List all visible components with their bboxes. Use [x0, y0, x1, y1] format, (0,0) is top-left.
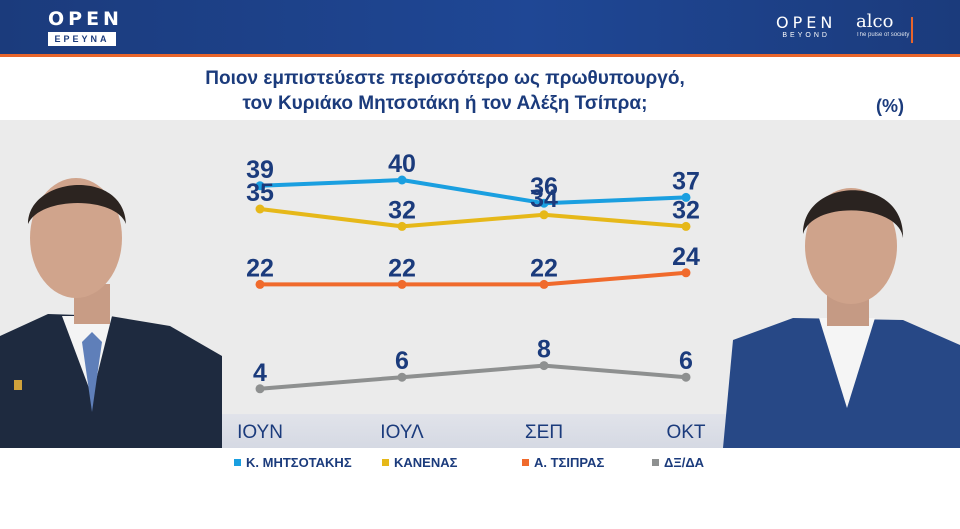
alco-logo: alco The pulse of society	[856, 11, 910, 39]
title-area: Ποιον εμπιστεύεστε περισσότερο ως πρωθυπ…	[0, 60, 960, 120]
unit-label: (%)	[876, 96, 904, 116]
legend-label: Κ. ΜΗΤΣΟΤΑΚΗΣ	[246, 455, 352, 470]
chart-value-labels: 39 40 36 37 35 32 34 32 22 22 22 24 4 6 8 6	[246, 150, 700, 387]
data-point-kanenas	[681, 221, 691, 231]
data-point-kanenas	[255, 204, 265, 214]
x-tick-label: ΙΟΥΛ	[380, 422, 424, 443]
legend-label: Α. ΤΣΙΠΡΑΣ	[534, 455, 605, 470]
value-label-kanenas: 35	[246, 179, 274, 207]
alco-tagline: The pulse of society	[856, 32, 910, 38]
open-beyond-wordmark: OPEN	[776, 13, 837, 32]
chart-lines	[258, 178, 688, 391]
mitsotakis-photo	[0, 178, 222, 448]
series-line-mitsotakis	[258, 178, 688, 206]
value-label-mitsotakis: 37	[672, 167, 700, 195]
chart-legend: Κ. ΜΗΤΣΟΤΑΚΗΣ ΚΑΝΕΝΑΣ Α. ΤΣΙΠΡΑΣ ΔΞ/ΔΑ	[234, 455, 734, 477]
value-label-tsipras: 22	[246, 254, 274, 282]
chart-title-line2: τον Κυριάκο Μητσοτάκη ή τον Αλέξη Τσίπρα…	[242, 93, 648, 114]
legend-swatch	[652, 459, 659, 466]
data-point-dxda	[397, 372, 407, 382]
legend-label: ΚΑΝΕΝΑΣ	[394, 455, 458, 470]
legend-item: Α. ΤΣΙΠΡΑΣ	[522, 455, 604, 470]
value-label-dxda: 4	[253, 359, 267, 387]
value-label-dxda: 6	[679, 347, 693, 375]
data-point-tsipras	[255, 279, 265, 289]
open-beyond-logo: OPEN BEYOND	[776, 13, 837, 40]
data-point-kanenas	[397, 221, 407, 231]
chart-title-line1: Ποιον εμπιστεύεστε περισσότερο ως πρωθυπ…	[205, 68, 685, 89]
legend-swatch	[382, 459, 389, 466]
data-point-dxda	[539, 361, 549, 371]
value-label-dxda: 8	[537, 336, 551, 364]
beyond-label: BEYOND	[782, 32, 830, 39]
chart-title: Ποιον εμπιστεύεστε περισσότερο ως πρωθυπ…	[120, 66, 770, 116]
tsipras-photo	[723, 188, 960, 448]
value-label-kanenas: 34	[530, 185, 558, 213]
series-line-tsipras	[258, 270, 688, 287]
legend-label: ΔΞ/ΔΑ	[664, 455, 705, 470]
value-label-tsipras: 22	[388, 254, 416, 282]
open-ereuna-logo: OPEN ΕΡΕΥΝΑ	[48, 9, 120, 46]
alco-wordmark: alco	[856, 11, 894, 32]
value-label-kanenas: 32	[388, 196, 416, 224]
data-point-mitsotakis	[255, 181, 265, 191]
x-tick-label: ΟΚΤ	[666, 422, 705, 443]
chart-points	[255, 175, 691, 394]
value-label-tsipras: 24	[672, 243, 700, 271]
data-point-mitsotakis	[681, 192, 691, 202]
value-label-dxda: 6	[395, 347, 409, 375]
data-point-kanenas	[539, 210, 549, 220]
alco-divider	[911, 17, 913, 43]
header-bar: OPEN ΕΡΕΥΝΑ OPEN BEYOND alco The pulse o…	[0, 0, 960, 57]
legend-item: Κ. ΜΗΤΣΟΤΑΚΗΣ	[234, 455, 352, 470]
data-point-tsipras	[539, 279, 549, 289]
x-axis-labels: ΙΟΥΝ ΙΟΥΛ ΣΕΠ ΟΚΤ	[237, 422, 706, 443]
value-label-kanenas: 32	[672, 196, 700, 224]
x-axis-band	[222, 414, 738, 448]
series-line-kanenas	[258, 207, 688, 229]
ereuna-label: ΕΡΕΥΝΑ	[48, 32, 116, 46]
x-tick-label: ΣΕΠ	[525, 422, 563, 443]
data-point-tsipras	[397, 279, 407, 289]
value-label-mitsotakis: 40	[388, 150, 416, 178]
value-label-tsipras: 22	[530, 254, 558, 282]
value-label-mitsotakis: 39	[246, 156, 274, 184]
data-point-mitsotakis	[397, 175, 407, 185]
series-line-dxda	[258, 363, 688, 391]
legend-swatch	[234, 459, 241, 466]
open-wordmark: OPEN	[48, 8, 123, 30]
data-point-dxda	[255, 384, 265, 394]
x-tick-label: ΙΟΥΝ	[237, 422, 283, 443]
data-point-mitsotakis	[539, 198, 549, 208]
data-point-tsipras	[681, 268, 691, 278]
legend-item: ΔΞ/ΔΑ	[652, 455, 704, 470]
legend-swatch	[522, 459, 529, 466]
legend-item: ΚΑΝΕΝΑΣ	[382, 455, 457, 470]
value-label-mitsotakis: 36	[530, 173, 558, 201]
data-point-dxda	[681, 372, 691, 382]
